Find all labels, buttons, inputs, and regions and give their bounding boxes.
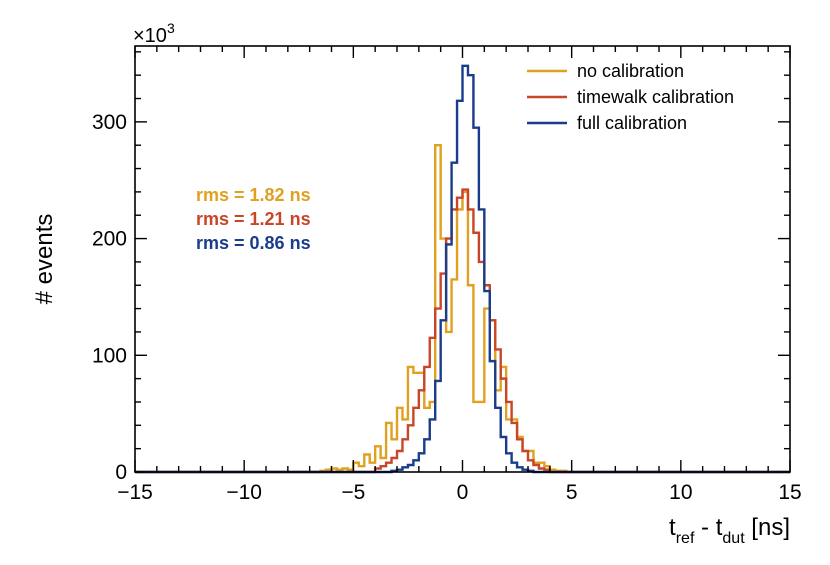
series-line-timewalk-calibration xyxy=(135,188,790,474)
x-tick-label: 15 xyxy=(778,481,801,504)
x-axis-title-sub-ref: ref xyxy=(676,530,695,547)
y-tick-label: 100 xyxy=(92,344,127,367)
x-axis-title-tail: [ns] xyxy=(745,514,790,541)
rms-annotation: rms = 0.86 ns xyxy=(196,233,311,253)
legend-label: full calibration xyxy=(577,113,687,133)
ticks-layer xyxy=(134,46,791,473)
x-axis-title-t: t xyxy=(669,514,676,541)
x-tick-label: 10 xyxy=(669,481,692,504)
y-tick-label: 0 xyxy=(115,461,127,484)
y-multiplier-exp: 3 xyxy=(167,20,175,36)
legend-label: no calibration xyxy=(577,61,684,81)
y-tick-labels: 0 100 200 300 xyxy=(92,111,127,484)
rms-annotation: rms = 1.82 ns xyxy=(196,185,311,205)
plot-frame xyxy=(134,45,791,473)
plot-area xyxy=(134,45,791,474)
x-axis-title-mid: - t xyxy=(694,514,722,541)
x-axis-title: tref - tdut [ns] xyxy=(669,514,790,547)
x-tick-label: −15 xyxy=(117,481,153,504)
y-multiplier-base: ×10 xyxy=(133,25,167,47)
legend: no calibration timewalk calibration full c… xyxy=(527,61,734,133)
x-tick-label: 5 xyxy=(566,481,578,504)
y-tick-label: 200 xyxy=(92,228,127,251)
series-layer xyxy=(135,64,790,474)
x-axis-title-sub-dut: dut xyxy=(722,530,745,547)
x-tick-label: 0 xyxy=(457,481,469,504)
y-tick-label: 300 xyxy=(92,111,127,134)
y-multiplier: ×103 xyxy=(133,20,175,47)
rms-annotations: rms = 1.82 ns rms = 1.21 ns rms = 0.86 ns xyxy=(196,185,311,253)
legend-label: timewalk calibration xyxy=(577,87,734,107)
x-tick-label: −10 xyxy=(226,481,262,504)
y-axis-title: # events xyxy=(31,214,58,305)
x-tick-label: −5 xyxy=(341,481,365,504)
series-line-full-calibration xyxy=(135,64,790,474)
x-tick-labels: −15 −10 −5 0 5 10 15 xyxy=(117,481,801,504)
rms-annotation: rms = 1.21 ns xyxy=(196,209,311,229)
